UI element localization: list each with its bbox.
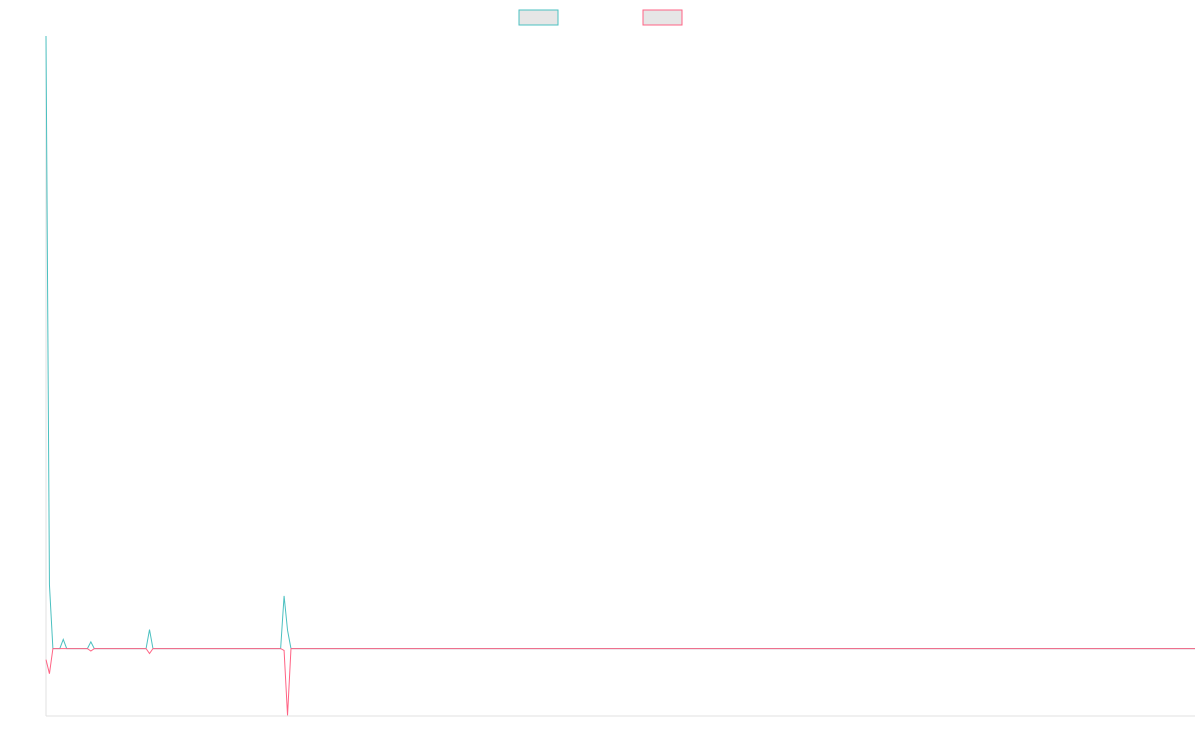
legend-swatch[interactable] xyxy=(518,9,559,26)
legend-swatch[interactable] xyxy=(642,9,683,26)
series-line xyxy=(45,35,1195,650)
series-line xyxy=(45,648,1195,716)
